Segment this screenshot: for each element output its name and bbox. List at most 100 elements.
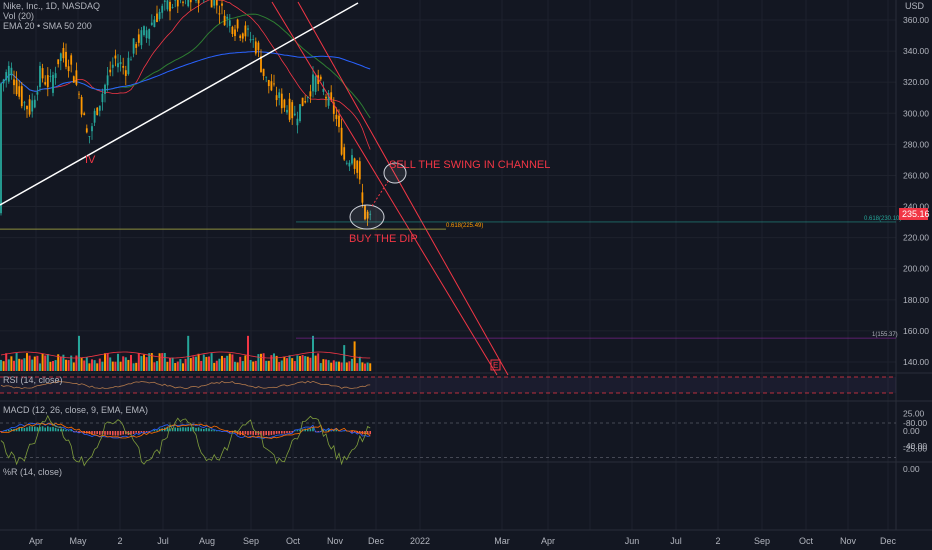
candle-body (117, 63, 119, 68)
volume-bar (7, 359, 10, 371)
candle-body (309, 91, 312, 97)
vol-legend[interactable]: Vol (20) (3, 11, 34, 21)
volume-bar (143, 354, 145, 371)
macd-histogram-bar (80, 431, 83, 432)
candle-body (195, 0, 197, 1)
volume-bar (228, 353, 231, 371)
candle-body (312, 74, 314, 92)
macd-histogram-bar (112, 431, 114, 436)
symbol-legend[interactable]: Nike, Inc., 1D, NASDAQ (3, 1, 100, 11)
volume-bar (54, 360, 57, 371)
candle-body (226, 16, 229, 19)
macd-signal-line (1, 422, 371, 439)
grid-lines (0, 0, 896, 530)
dip-to-swing-arrow (371, 179, 390, 207)
volume-bar (153, 362, 156, 371)
time-tick-label: Sep (243, 536, 259, 546)
macd-histogram-bar (15, 428, 18, 432)
time-tick-label: Apr (29, 536, 43, 546)
macd-histogram-bar (353, 431, 356, 432)
ma-legend[interactable]: EMA 20 • SMA 50 200 (3, 21, 92, 31)
candle-body (59, 53, 62, 61)
volume-bar (156, 361, 158, 371)
volume-bar (332, 360, 335, 371)
candle-body (41, 68, 44, 79)
volume-bar (257, 354, 260, 371)
rsi-legend[interactable]: RSI (14, close) (3, 375, 63, 385)
candle-body (283, 99, 286, 108)
candle-body (270, 81, 273, 91)
time-tick-label: Jun (625, 536, 640, 546)
macd-histogram-bar (203, 428, 205, 432)
volume-bar (215, 360, 218, 371)
volume-bar (101, 361, 104, 371)
candle-body (319, 76, 322, 80)
candle-body (5, 72, 8, 81)
candle-body (169, 1, 171, 12)
volume-bar (213, 362, 216, 371)
volume-bar (205, 356, 208, 371)
wr-tick-label: -80.00 (903, 418, 927, 428)
macd-histogram-bar (364, 431, 366, 434)
macd-histogram-bar (249, 431, 252, 435)
candle-body (364, 205, 366, 220)
volume-bar (59, 356, 62, 371)
candle-body (278, 92, 281, 98)
volume-bar (348, 361, 351, 371)
time-tick-label: Oct (286, 536, 301, 546)
volume-bar (150, 353, 153, 371)
candle-body (46, 75, 49, 88)
macd-histogram-bar (117, 431, 119, 436)
macd-histogram-bar (268, 431, 270, 436)
volume-bar (241, 361, 244, 371)
candle-body (163, 0, 166, 2)
volume-bar (286, 358, 288, 371)
price-tick-label: 260.00 (903, 170, 929, 180)
price-tick-label: 160.00 (903, 326, 929, 336)
candle-body (130, 59, 132, 61)
macd-histogram-bar (262, 431, 265, 436)
macd-histogram-bar (54, 427, 57, 432)
wave-trendline (0, 2, 359, 206)
volume-bar (31, 359, 34, 371)
macd-histogram-bar (247, 431, 249, 436)
candle-body (104, 84, 106, 95)
candle-body (83, 113, 86, 116)
candle-body (23, 102, 26, 104)
candle-body (98, 105, 101, 111)
candle-body (288, 98, 291, 120)
candle-body (132, 38, 135, 54)
candle-body (36, 92, 39, 95)
macd-histogram-bar (242, 431, 244, 436)
candle-body (236, 19, 239, 29)
macd-legend[interactable]: MACD (12, 26, close, 9, EMA, EMA) (3, 405, 148, 415)
macd-histogram-bar (213, 430, 215, 432)
candle-body (293, 113, 296, 116)
macd-histogram-bar (106, 431, 109, 435)
wr-legend[interactable]: %R (14, close) (3, 467, 62, 477)
candle-body (78, 93, 80, 95)
macd-histogram-bar (47, 426, 49, 432)
rsi-pane (0, 376, 896, 394)
macd-histogram-bar (351, 431, 353, 433)
volume-bar (197, 353, 200, 371)
volume-bar (345, 362, 348, 371)
volume-bar (325, 359, 327, 371)
volume-bar (304, 356, 307, 371)
macd-histogram-bar (60, 429, 62, 432)
time-tick-label: Oct (799, 536, 814, 546)
volume-bar (322, 359, 325, 371)
volume-bar (296, 355, 299, 371)
volume-bar (148, 353, 151, 371)
macd-histogram-bar (114, 431, 117, 436)
candle-body (153, 19, 156, 28)
fib-label-230: 0.618(230.10) (864, 216, 901, 222)
sell-swing-annotation: SELL THE SWING IN CHANNEL (389, 159, 550, 171)
candle-body (221, 3, 223, 6)
macd-histogram-bar (132, 431, 135, 434)
macd-histogram-bar (260, 431, 262, 436)
volume-bar (340, 362, 343, 371)
macd-histogram-bar (49, 427, 52, 432)
volume-bar (247, 335, 249, 371)
